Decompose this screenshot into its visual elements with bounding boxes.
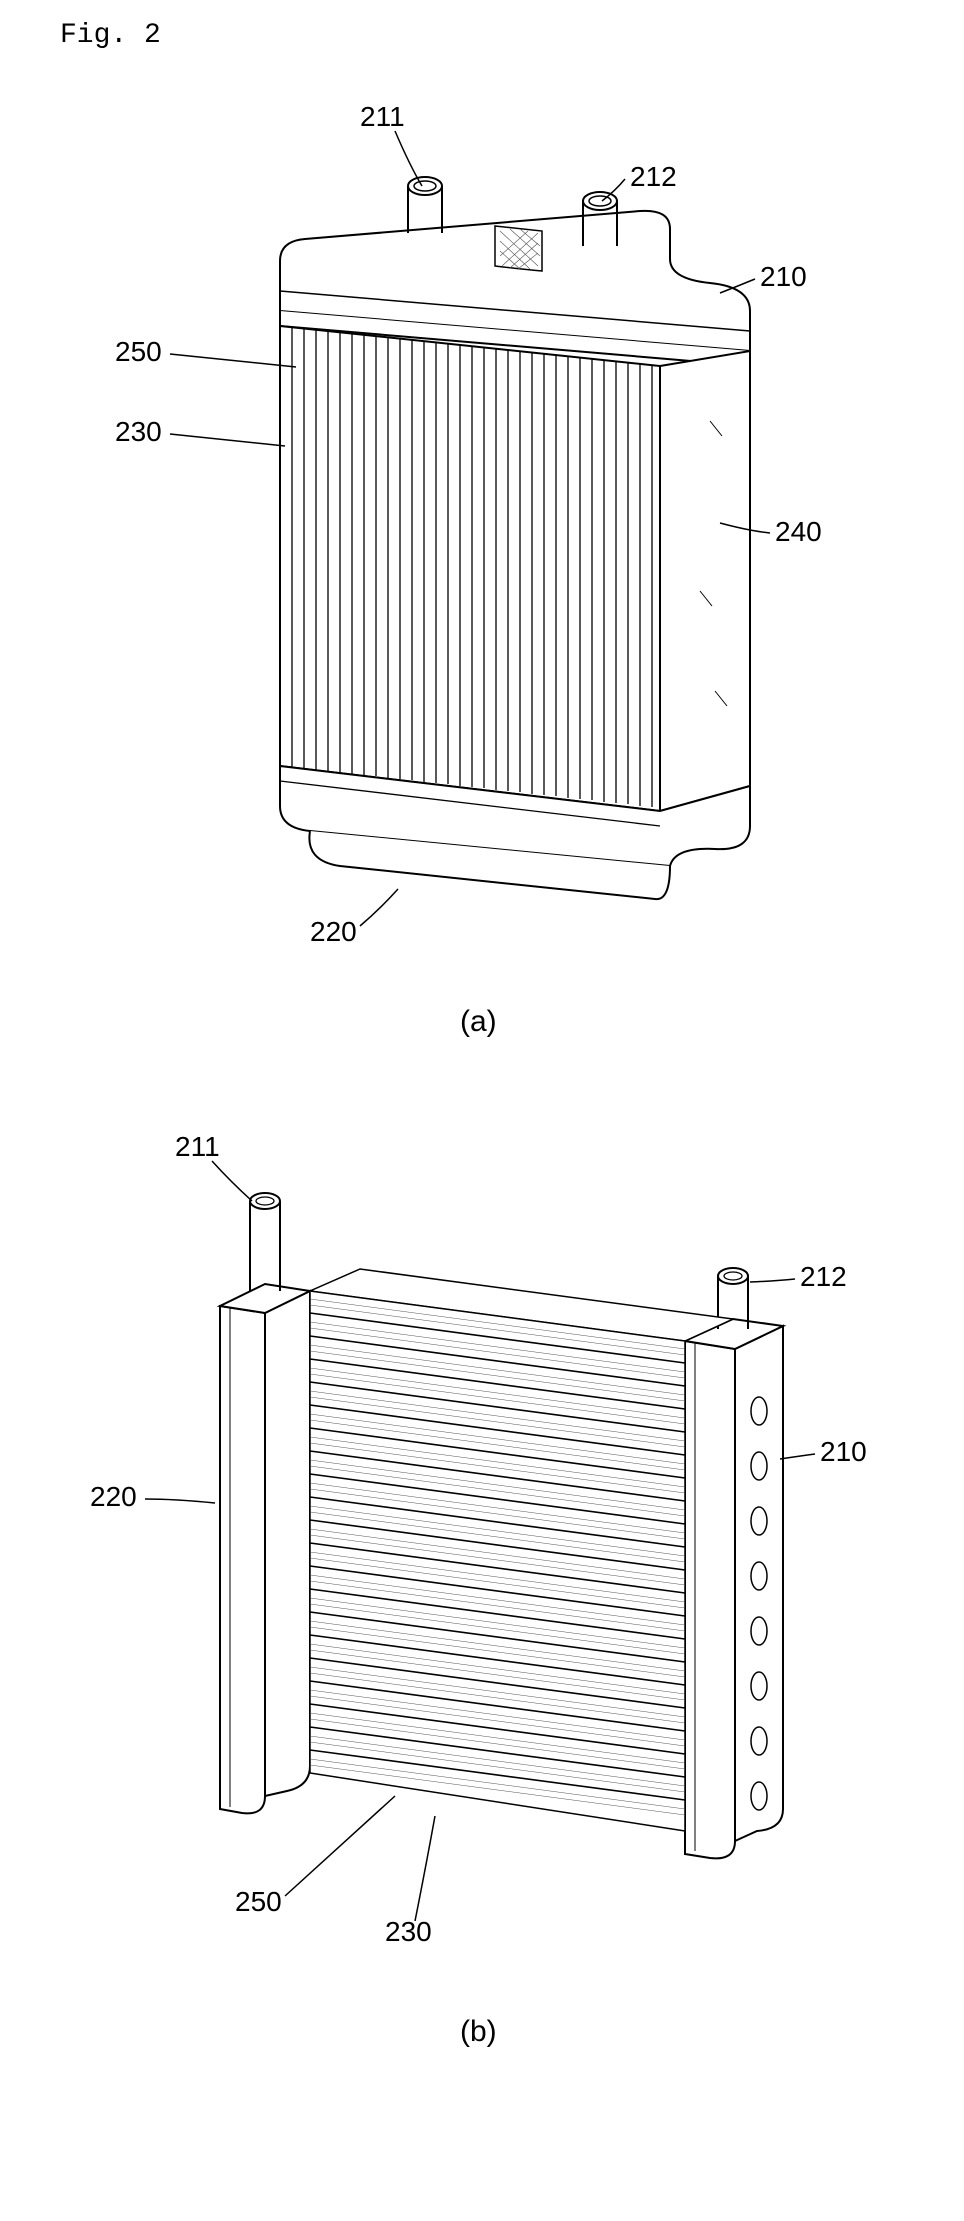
callout-211-a: 211: [360, 101, 405, 132]
callout-211-b: 211: [175, 1131, 220, 1162]
callout-212-a: 212: [630, 161, 677, 192]
figure-svg: 211 212 210 250 230 240 220 (a): [20, 71, 944, 2171]
subfigure-b: 211 212 210 220 250 230 (b): [90, 1131, 867, 2048]
callout-220-a: 220: [310, 916, 357, 947]
callout-230-a: 230: [115, 416, 162, 447]
subfigure-a: 211 212 210 250 230 240 220 (a): [115, 101, 822, 1038]
subfig-b-label: (b): [460, 2015, 497, 2048]
callout-210-b: 210: [820, 1436, 867, 1467]
callout-230-b: 230: [385, 1916, 432, 1947]
callout-240-a: 240: [775, 516, 822, 547]
callout-210-a: 210: [760, 261, 807, 292]
subfig-a-label: (a): [460, 1005, 497, 1038]
callout-250-a: 250: [115, 336, 162, 367]
figure-title: Fig. 2: [60, 20, 944, 51]
callout-250-b: 250: [235, 1886, 282, 1917]
callout-220-b: 220: [90, 1481, 137, 1512]
callout-212-b: 212: [800, 1261, 847, 1292]
